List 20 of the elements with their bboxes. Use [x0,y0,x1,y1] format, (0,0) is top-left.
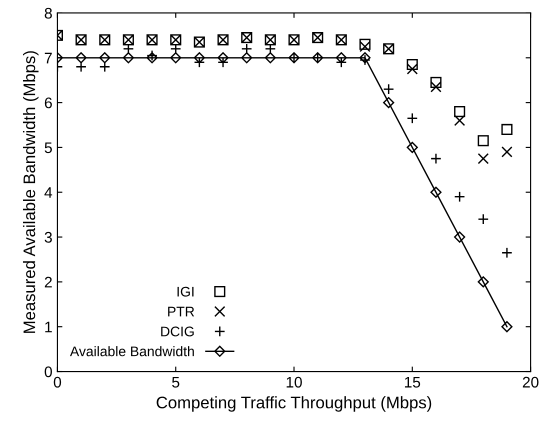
y-tick-label: 7 [44,52,52,64]
y-tick-label: 2 [44,276,52,288]
y-tick-label: 6 [44,97,52,108]
x-tick-label: 0 [54,376,62,388]
x-tick-label: 5 [172,376,180,388]
x-tick-label: 15 [404,376,420,388]
x-tick-label: 10 [286,376,302,388]
y-tick-label: 4 [44,187,52,198]
legend-label: IGI [178,286,194,297]
legend-label: Available Bandwidth [70,346,194,356]
y-tick-label: 5 [44,142,52,154]
y-tick-label: 1 [45,322,52,332]
x-tick-label: 20 [522,376,538,388]
legend-label: PTR [168,306,194,316]
y-axis-title: Measured Available Bandwidth (Mbps) [22,51,39,333]
y-tick-label: 8 [44,8,52,19]
y-tick-label: 3 [44,232,52,243]
y-tick-label: 0 [44,366,52,378]
x-axis-title: Competing Traffic Throughput (Mbps) [156,396,432,412]
legend-label: DCIG [161,326,194,336]
